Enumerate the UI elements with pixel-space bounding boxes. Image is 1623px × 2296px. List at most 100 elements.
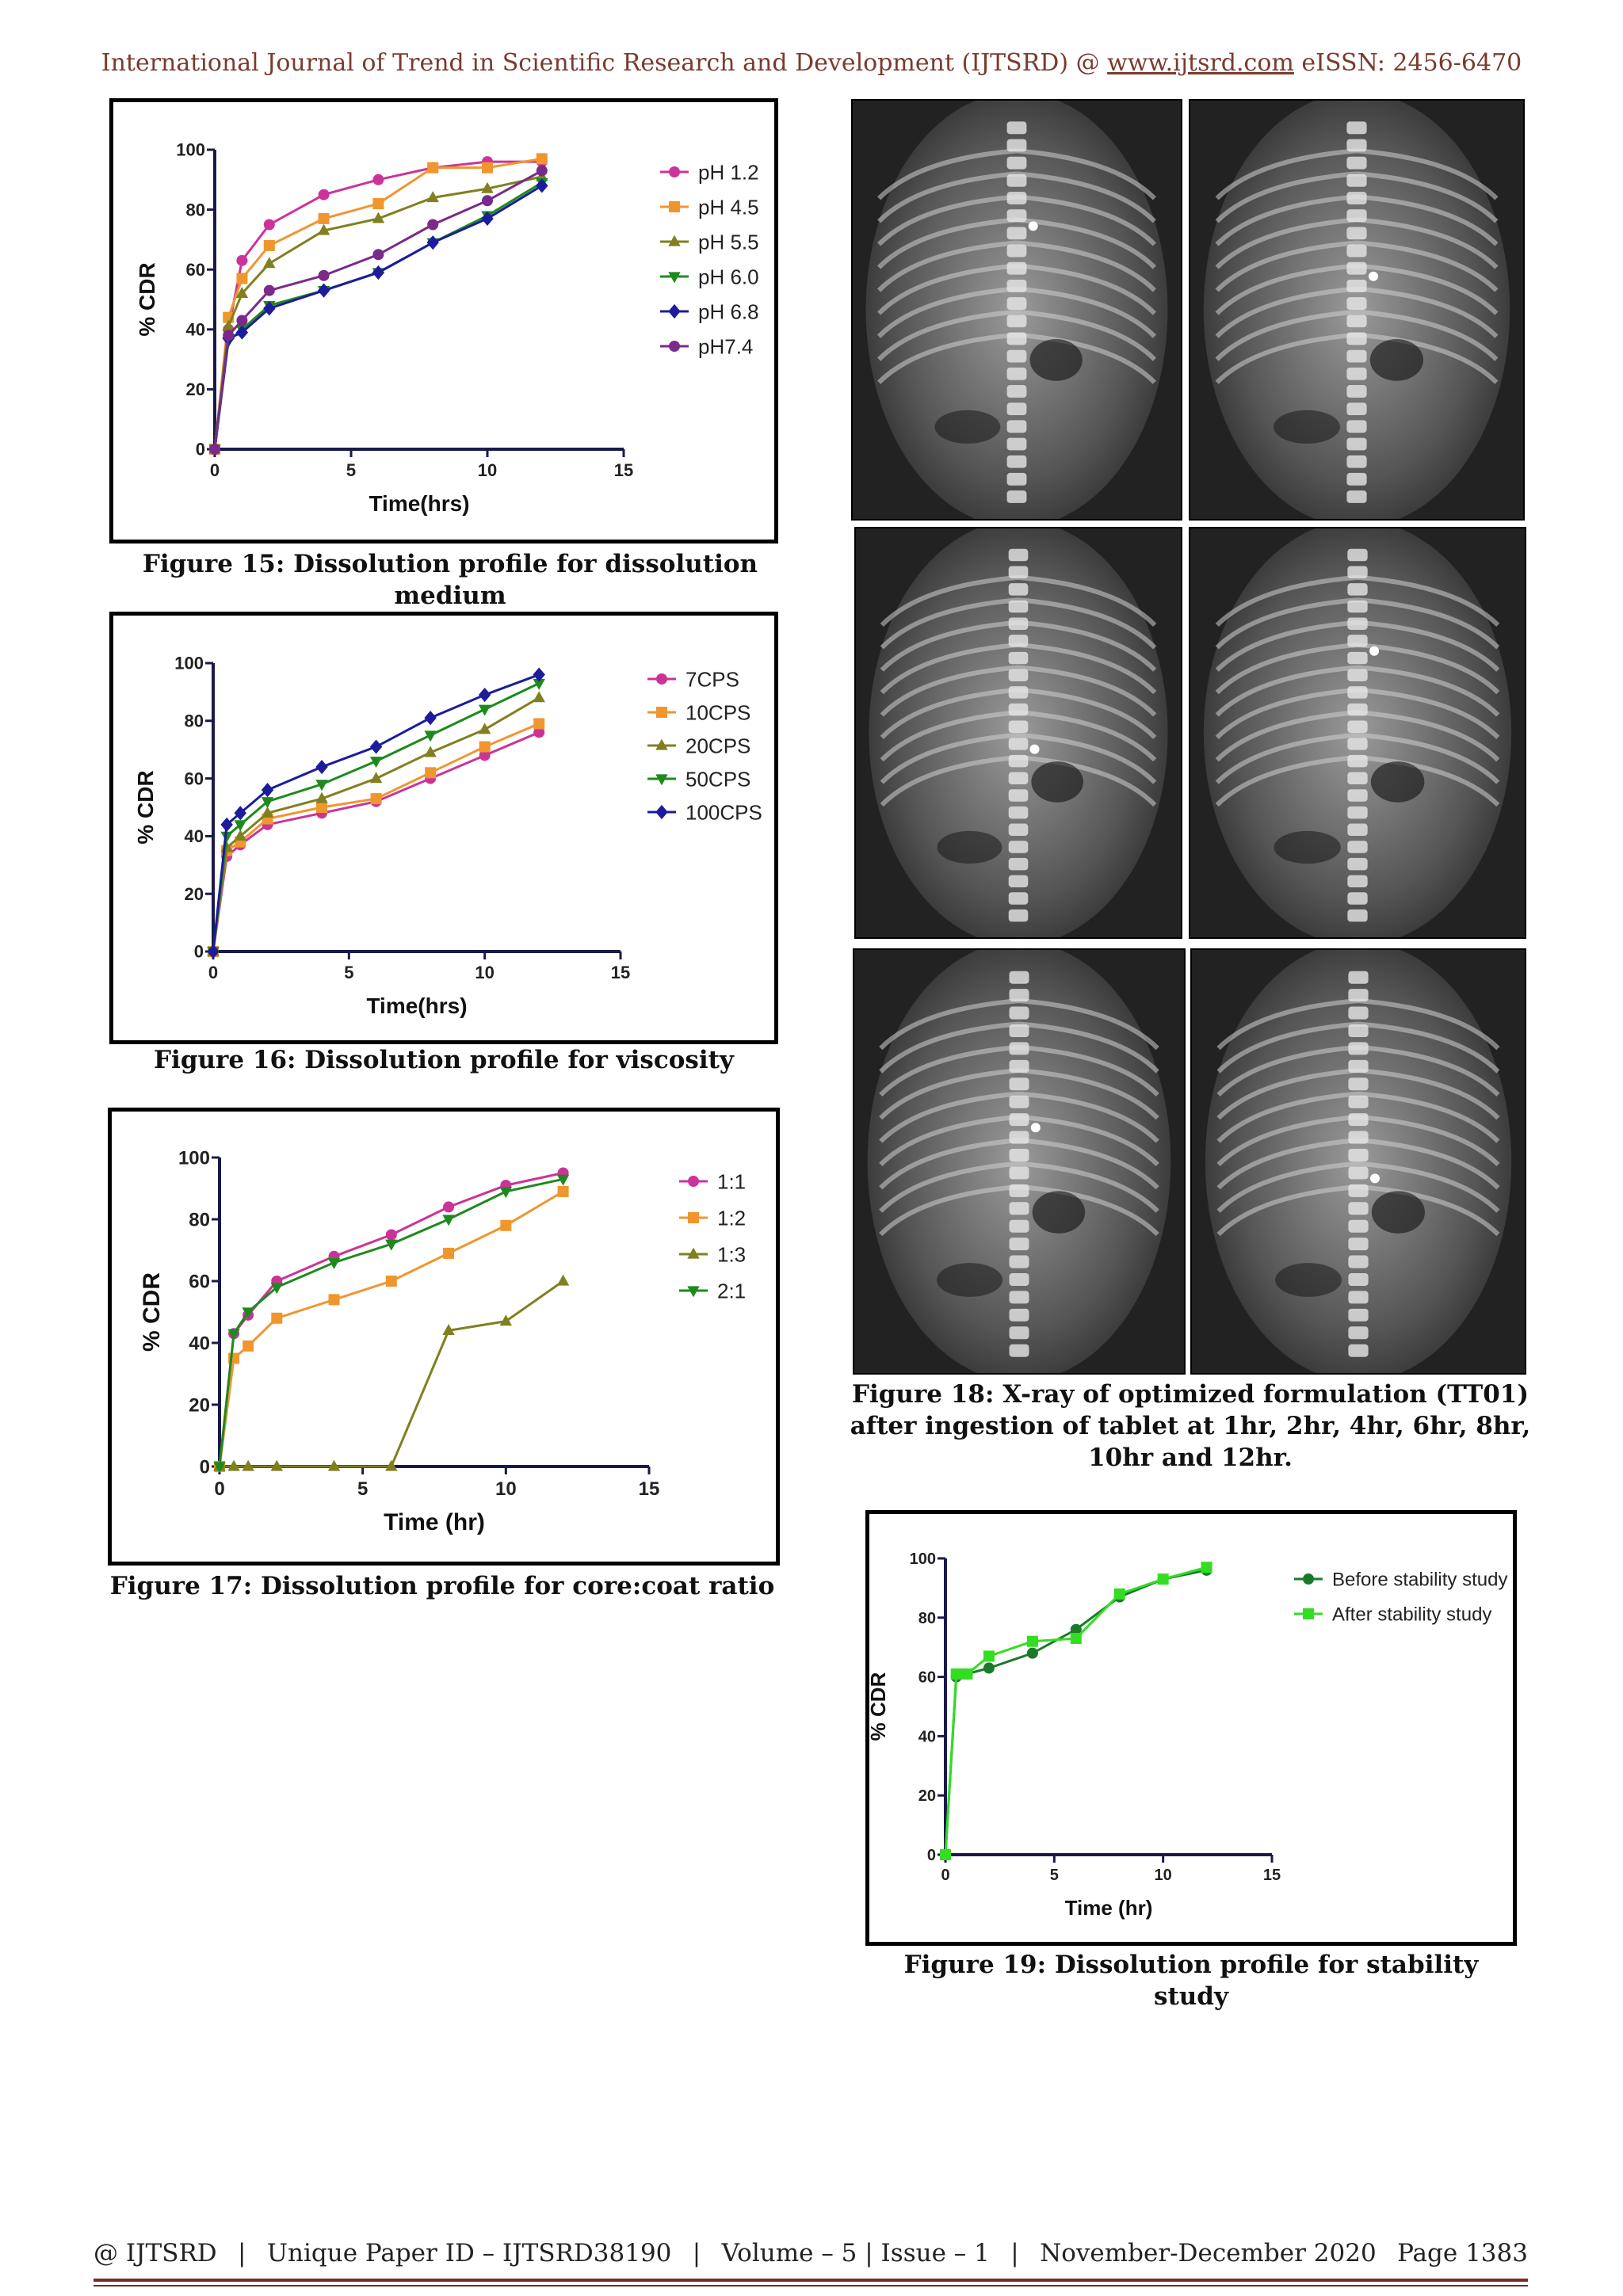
legend-label: pH 6.8 [698, 299, 759, 323]
data-point [424, 711, 437, 726]
x-tick-label: 15 [611, 963, 630, 982]
data-point [533, 727, 545, 738]
x-tick-label: 5 [1050, 1867, 1059, 1884]
data-point [242, 1340, 254, 1352]
x-tick-label: 0 [941, 1867, 949, 1884]
data-point [426, 235, 439, 250]
xray-graphic [853, 101, 1181, 519]
y-tick-label: 80 [185, 711, 204, 731]
data-point [557, 1185, 569, 1197]
xray-image-6hr [1189, 527, 1526, 939]
figure-16-chart: 0 5 10 15 0 20 40 60 80 100 Time(hrs) % CDR 7CPS 10CP… [133, 654, 762, 1018]
data-point [536, 178, 548, 193]
series-2 [208, 170, 548, 454]
legend-label: 20CPS [685, 734, 750, 757]
header-link[interactable]: www.ijtsrd.com [1107, 49, 1294, 77]
footer-sep: | [692, 2239, 701, 2267]
x-tick-label: 0 [210, 460, 220, 480]
data-point [385, 1276, 397, 1287]
data-point [479, 749, 491, 761]
xray-image-10hr [1190, 948, 1526, 1375]
legend-marker [656, 673, 667, 685]
series-line [218, 1172, 563, 1467]
data-point [533, 678, 545, 690]
data-point [479, 741, 491, 753]
data-point [481, 181, 494, 193]
data-point [270, 1283, 283, 1295]
footer-rule [94, 2279, 1528, 2282]
legend-marker [668, 235, 681, 246]
data-point [1026, 1647, 1038, 1659]
y-axis-label: % CDR [139, 1272, 165, 1352]
series-2 [207, 691, 545, 956]
data-point [1157, 1573, 1169, 1585]
footer-page: Page 1383 [1397, 2239, 1528, 2267]
running-header: International Journal of Trend in Scient… [0, 49, 1623, 77]
figure-16-caption: Figure 16: Dissolution profile for visco… [154, 1046, 734, 1074]
series-line [944, 1569, 1207, 1855]
figure-18-xray-grid [851, 99, 1528, 1375]
y-tick-label: 100 [176, 140, 205, 160]
data-point [983, 1650, 995, 1662]
legend-marker [655, 804, 668, 820]
data-point [950, 1668, 962, 1680]
footer-paper-id: Unique Paper ID – IJTSRD38190 [266, 2239, 672, 2267]
data-point [242, 1307, 254, 1319]
legend-label: 1:2 [717, 1206, 746, 1230]
x-tick-label: 15 [1263, 1867, 1281, 1884]
data-point [385, 1239, 398, 1251]
legend-marker [688, 1212, 699, 1223]
legend-label: 10CPS [685, 700, 750, 724]
figure-15-chart: 0 5 10 15 0 20 40 60 80 100 Time(hrs) % CDR pH 1.2 pH… [135, 140, 759, 516]
data-point [209, 444, 220, 455]
series-0 [940, 1564, 1212, 1860]
x-tick-label: 10 [1155, 1867, 1172, 1884]
data-point [223, 330, 235, 341]
data-point [427, 219, 439, 231]
xray-graphic [1190, 528, 1525, 937]
data-point [213, 1462, 226, 1474]
y-tick-label: 80 [918, 1610, 936, 1627]
legend-label: pH 4.5 [698, 195, 759, 219]
y-tick-label: 20 [185, 884, 204, 904]
y-tick-label: 60 [185, 769, 204, 788]
footer-left: @ IJTSRD [94, 2239, 217, 2267]
series-1 [940, 1562, 1212, 1860]
data-point [443, 1247, 455, 1259]
data-point [317, 223, 330, 235]
data-point [533, 718, 545, 730]
footer-sep: | [1010, 2239, 1019, 2267]
legend-label: 1:1 [717, 1169, 746, 1193]
legend-label: pH 6.0 [698, 265, 759, 288]
data-point [426, 191, 439, 203]
y-tick-label: 20 [189, 1394, 210, 1416]
footer-date: November-December 2020 [1040, 2239, 1377, 2267]
data-point [263, 257, 276, 269]
data-point [369, 757, 383, 769]
figure-18-caption: Figure 18: X-ray of optimized formulatio… [850, 1380, 1531, 1472]
y-tick-label: 100 [910, 1550, 936, 1568]
y-axis-label: % CDR [133, 770, 158, 844]
legend-marker [687, 1286, 700, 1298]
data-point [1070, 1623, 1082, 1635]
data-point [961, 1668, 973, 1680]
data-point [227, 1329, 240, 1341]
x-tick-label: 0 [208, 963, 218, 982]
xray-graphic [1192, 950, 1525, 1373]
data-point [478, 723, 491, 734]
x-tick-label: 5 [344, 963, 353, 982]
data-point [424, 730, 437, 742]
data-point [427, 162, 439, 174]
data-point [372, 249, 384, 261]
data-point [533, 667, 545, 682]
legend-marker [687, 1247, 700, 1259]
data-point [242, 1459, 254, 1471]
series-5 [209, 165, 548, 455]
y-tick-label: 0 [194, 942, 204, 962]
header-issn: eISSN: 2456-6470 [1293, 49, 1522, 77]
y-tick-label: 40 [185, 826, 204, 846]
data-point [235, 287, 249, 299]
legend-label: 7CPS [685, 667, 739, 691]
y-tick-label: 20 [918, 1787, 936, 1805]
data-point [222, 319, 235, 331]
